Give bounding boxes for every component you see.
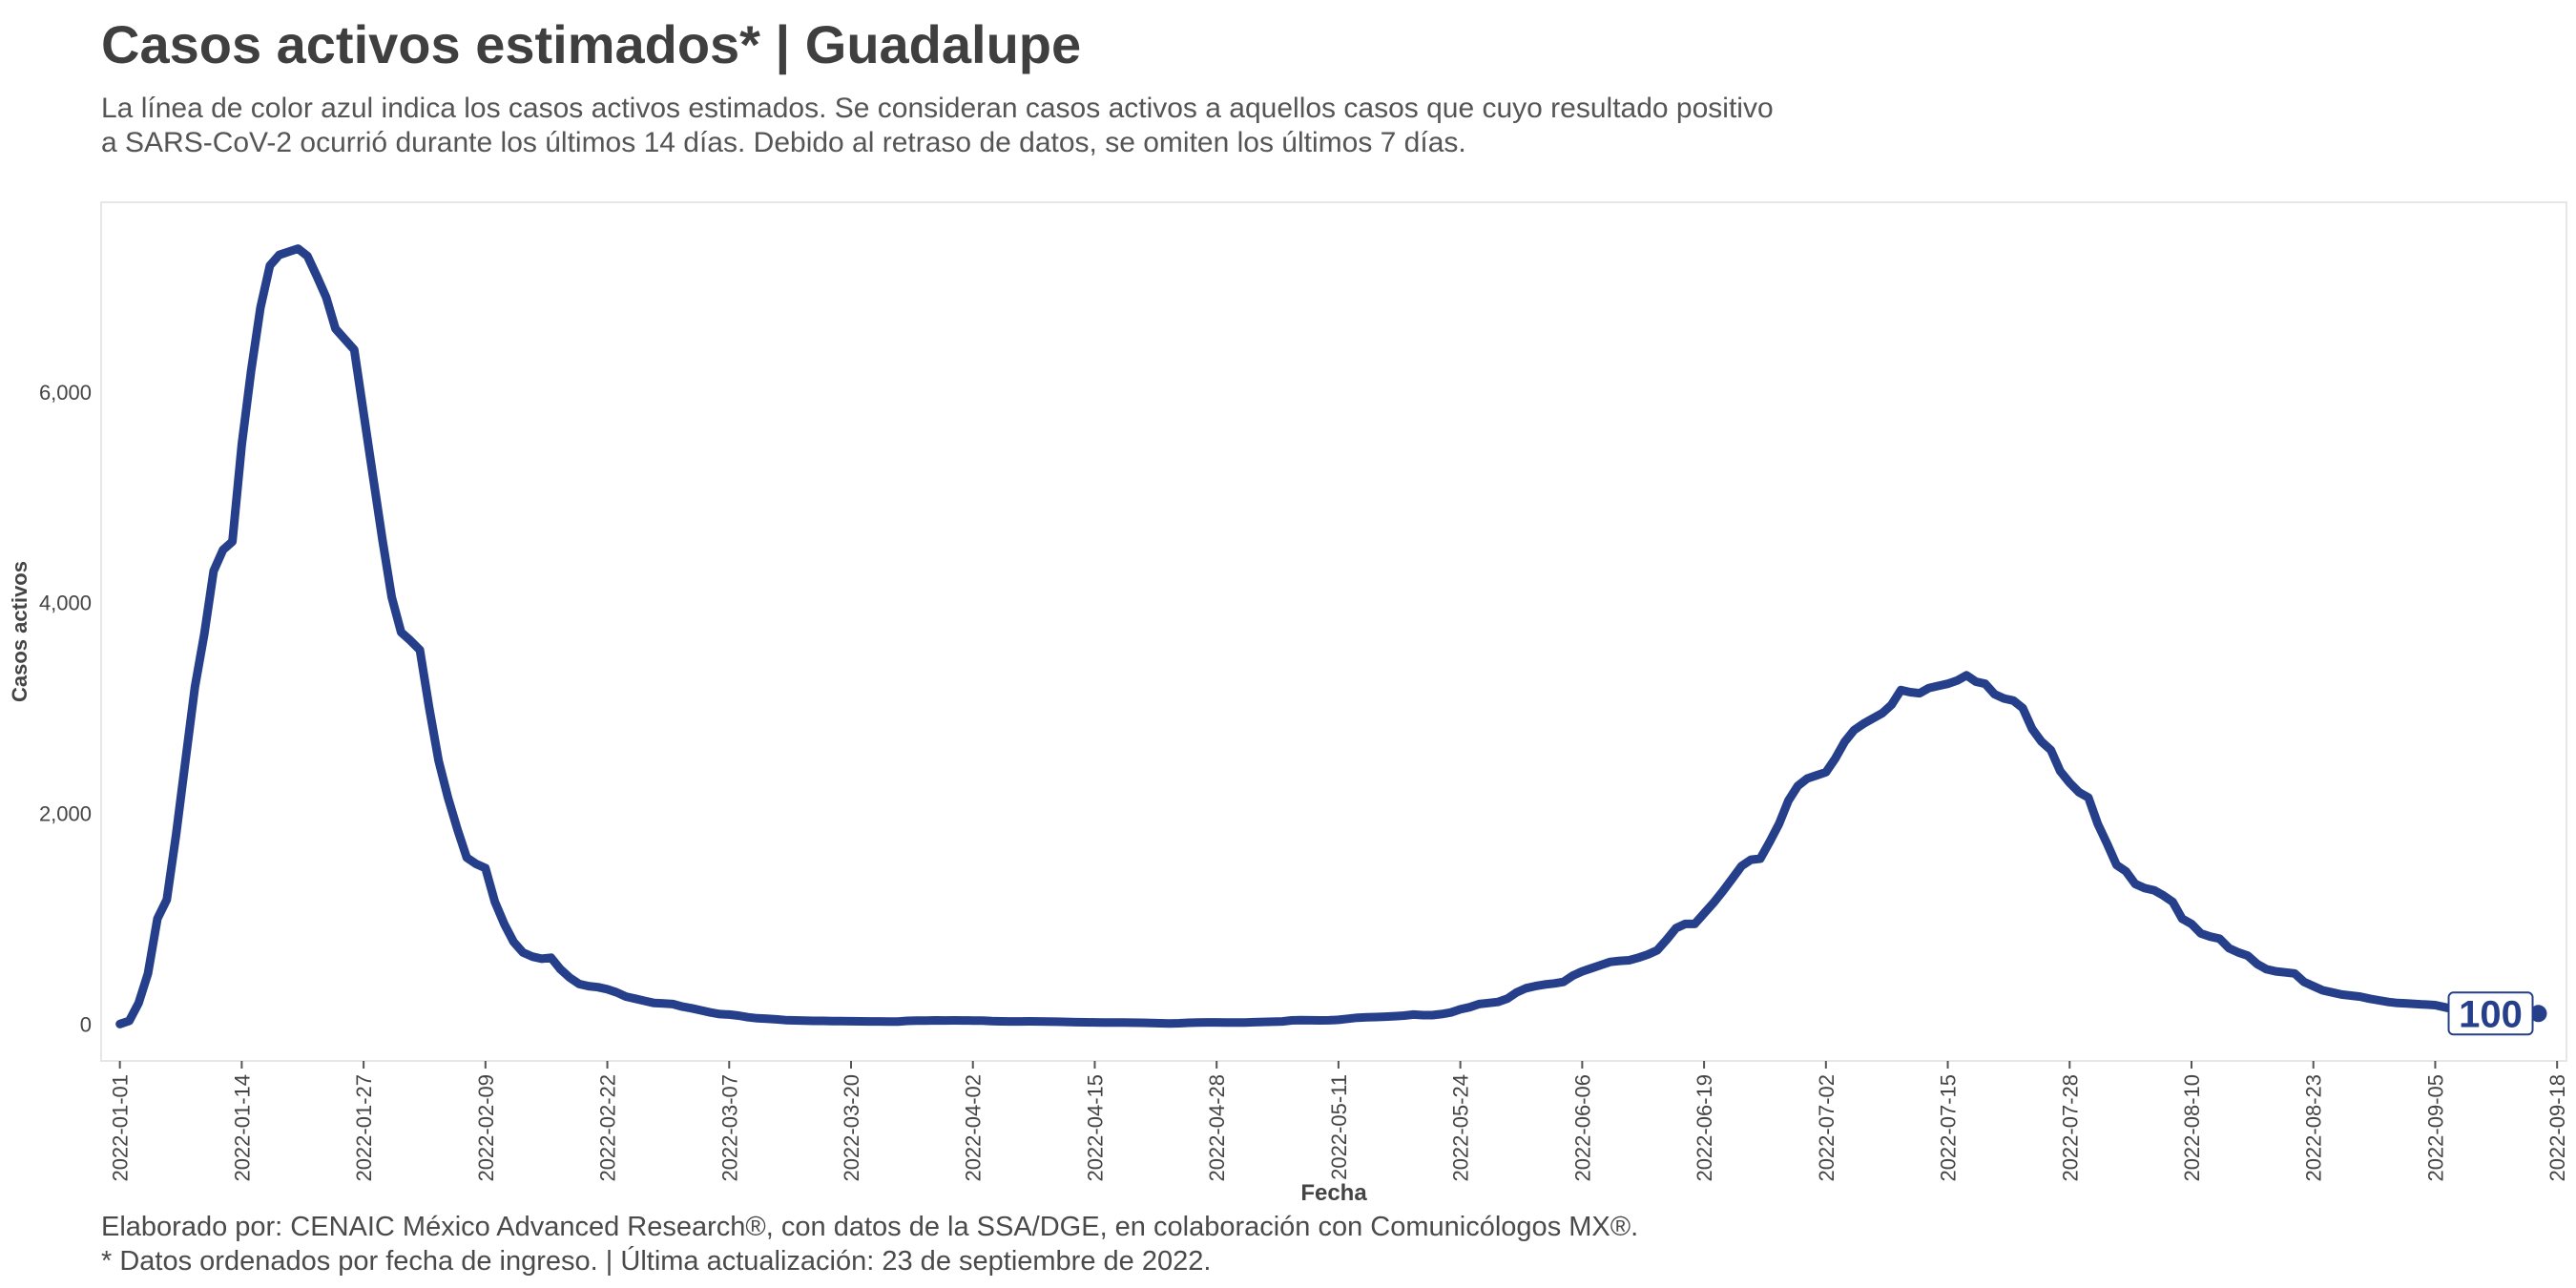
series-line-casos-activos	[115, 244, 2543, 1028]
end-value-label-box	[2447, 991, 2534, 1036]
x-tick-label: 2022-04-28	[1205, 1074, 1229, 1182]
chart-title: Casos activos estimados* | Guadalupe	[101, 14, 1082, 74]
series-end-point	[2529, 1005, 2547, 1023]
x-tick-label: 2022-09-18	[2545, 1074, 2569, 1182]
x-tick-label: 2022-01-27	[352, 1074, 376, 1182]
x-tick-label: 2022-03-07	[717, 1074, 741, 1182]
x-tick-label: 2022-07-28	[2058, 1074, 2082, 1182]
x-tick-label: 2022-06-19	[1693, 1074, 1716, 1182]
y-axis-ticks: 0 2,000 4,000 6,000	[39, 381, 92, 1037]
x-tick-label: 2022-01-14	[230, 1074, 254, 1182]
subtitle-line-2: a SARS-CoV-2 ocurrió durante los últimos…	[101, 127, 1466, 158]
caption-line-2: * Datos ordenados por fecha de ingreso. …	[101, 1246, 1212, 1277]
x-tick-label: 2022-08-23	[2302, 1074, 2326, 1182]
x-tick-label: 2022-04-15	[1083, 1074, 1107, 1182]
x-tick-label: 2022-05-24	[1449, 1074, 1473, 1182]
x-tick-label: 2022-07-15	[1937, 1074, 1961, 1182]
x-tick-label: 2022-05-11	[1327, 1074, 1351, 1180]
caption-line-1: Elaborado por: CENAIC México Advanced Re…	[101, 1212, 1639, 1242]
end-value-label-text: 100	[2459, 993, 2523, 1035]
chart-caption: Elaborado por: CENAIC México Advanced Re…	[101, 1210, 1638, 1278]
x-tick-label: 2022-02-09	[474, 1074, 498, 1182]
x-tick-label: 2022-02-22	[596, 1074, 620, 1182]
y-tick-label: 0	[80, 1012, 92, 1036]
x-axis-ticks: 2022-01-01 2022-01-14 2022-01-27 2022-02-09…	[109, 1061, 2569, 1182]
x-tick-label: 2022-01-01	[109, 1074, 133, 1182]
end-value-label: 100	[2447, 991, 2534, 1036]
y-tick-label: 2,000	[39, 801, 92, 825]
x-tick-label: 2022-08-10	[2180, 1074, 2204, 1182]
x-tick-label: 2022-04-02	[962, 1074, 986, 1182]
y-tick-label: 6,000	[39, 381, 92, 405]
x-tick-label: 2022-03-20	[840, 1074, 863, 1182]
x-tick-label: 2022-06-06	[1570, 1074, 1594, 1182]
y-tick-label: 4,000	[39, 592, 92, 615]
x-tick-label: 2022-07-02	[1815, 1074, 1839, 1182]
x-axis-title: Fecha	[1300, 1180, 1367, 1206]
plot-panel	[100, 201, 2567, 1062]
x-tick-label: 2022-09-05	[2423, 1074, 2447, 1182]
subtitle-line-1: La línea de color azul indica los casos …	[101, 93, 1774, 124]
chart-subtitle: La línea de color azul indica los casos …	[101, 92, 1914, 160]
y-axis-title: Casos activos	[8, 561, 31, 702]
